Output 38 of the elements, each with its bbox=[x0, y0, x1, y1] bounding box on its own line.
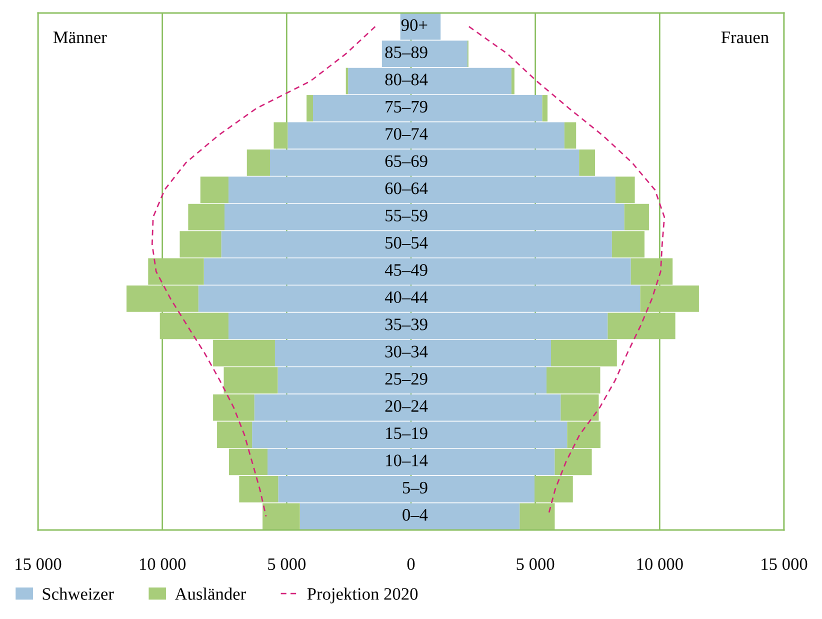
y-tick-label: 55–59 bbox=[386, 210, 428, 222]
y-tick-label: 80–84 bbox=[385, 74, 428, 86]
legend-label: Schweizer bbox=[42, 588, 114, 600]
legend-label: Ausländer bbox=[174, 588, 246, 600]
y-tick-label: 90+ bbox=[401, 19, 428, 31]
x-tick-label: 0 bbox=[407, 558, 415, 570]
y-tick-label: 50–54 bbox=[386, 236, 428, 249]
x-tick-label: 5 000 bbox=[268, 558, 306, 570]
y-tick-label: 30–34 bbox=[385, 346, 428, 358]
y-tick-label: 15–19 bbox=[386, 427, 428, 440]
y-tick-label: 70–74 bbox=[386, 128, 428, 140]
bar bbox=[564, 122, 576, 149]
y-tick-label: 25–29 bbox=[385, 373, 428, 385]
y-tick-label: 65–69 bbox=[385, 155, 428, 168]
bar bbox=[511, 68, 514, 94]
y-tick-label: 5–9 bbox=[402, 482, 428, 494]
annotation: Männer bbox=[53, 32, 107, 44]
y-tick-label: 10–14 bbox=[386, 454, 428, 466]
bar bbox=[579, 149, 596, 176]
x-tick-label: 10 000 bbox=[140, 558, 186, 570]
y-tick-label: 85–89 bbox=[385, 46, 428, 58]
y-tick-label: 35–39 bbox=[385, 318, 428, 330]
x-tick-label: 15 000 bbox=[762, 558, 808, 570]
y-tick-label: 75–79 bbox=[386, 100, 428, 113]
annotation: Frauen bbox=[721, 32, 769, 44]
bar bbox=[246, 149, 270, 176]
bar bbox=[306, 95, 314, 122]
x-tick-label: 10 000 bbox=[637, 558, 683, 570]
y-tick-label: 40–44 bbox=[384, 291, 428, 304]
legend-label: Projektion 2020 bbox=[307, 588, 418, 604]
y-tick-label: 0–4 bbox=[402, 509, 428, 521]
x-tick-label: 15 000 bbox=[16, 558, 62, 570]
y-tick-label: 60–64 bbox=[385, 182, 428, 194]
bar bbox=[274, 122, 288, 149]
x-tick-label: 5 000 bbox=[516, 558, 554, 570]
y-tick-label: 20–24 bbox=[385, 400, 428, 412]
bar bbox=[542, 95, 548, 122]
y-tick-label: 45–49 bbox=[384, 264, 428, 276]
